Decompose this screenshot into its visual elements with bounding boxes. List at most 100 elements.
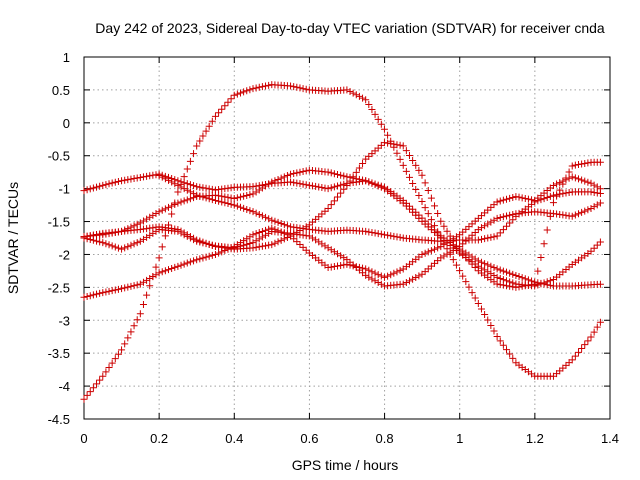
data-point	[471, 228, 479, 236]
data-point	[252, 209, 260, 217]
data-point	[515, 273, 523, 281]
data-point	[312, 182, 320, 190]
x-tick-label: 0	[80, 431, 87, 446]
data-point	[524, 195, 532, 203]
data-point	[186, 181, 194, 189]
data-point	[371, 180, 379, 188]
data-point	[518, 282, 526, 290]
data-point	[415, 272, 423, 280]
data-point	[186, 232, 194, 240]
data-point	[233, 202, 241, 210]
data-point	[177, 261, 185, 269]
data-point	[121, 284, 129, 292]
data-point	[99, 289, 107, 297]
data-point	[211, 250, 219, 258]
data-point	[559, 180, 567, 188]
data-point	[177, 183, 185, 191]
data-point	[390, 232, 398, 240]
data-point	[287, 178, 295, 186]
data-point	[374, 271, 382, 279]
data-point	[130, 240, 138, 248]
data-point	[190, 257, 198, 265]
data-point	[440, 222, 448, 230]
data-point	[349, 89, 357, 97]
data-point	[252, 182, 260, 190]
data-point	[399, 142, 407, 150]
data-point	[168, 265, 176, 273]
data-point	[302, 246, 310, 254]
data-point	[399, 196, 407, 204]
data-point	[427, 247, 435, 255]
data-point	[359, 264, 367, 272]
data-point	[130, 175, 138, 183]
data-point	[271, 217, 279, 225]
data-point	[86, 388, 94, 396]
data-point	[240, 204, 248, 212]
data-point	[506, 194, 514, 202]
data-point	[290, 83, 298, 91]
data-point	[443, 227, 451, 235]
data-point	[503, 212, 511, 220]
data-point	[581, 159, 589, 167]
data-point	[415, 192, 423, 200]
data-point	[265, 225, 273, 233]
data-point	[155, 171, 163, 179]
data-point	[139, 300, 147, 308]
data-point	[496, 197, 504, 205]
data-point	[196, 237, 204, 245]
data-point	[459, 272, 467, 280]
data-point	[421, 217, 429, 225]
data-point	[136, 310, 144, 318]
data-point	[474, 257, 482, 265]
data-point	[352, 91, 360, 99]
data-point	[208, 185, 216, 193]
data-point	[258, 227, 266, 235]
data-point	[211, 196, 219, 204]
data-point	[149, 171, 157, 179]
data-point	[412, 161, 420, 169]
data-point	[249, 85, 257, 93]
data-point	[271, 225, 279, 233]
data-point	[493, 332, 501, 340]
data-point	[371, 229, 379, 237]
data-point	[474, 300, 482, 308]
data-point	[80, 233, 88, 241]
data-point	[543, 281, 551, 289]
data-point	[93, 230, 101, 238]
data-point	[568, 173, 576, 181]
data-point	[355, 164, 363, 172]
data-point	[365, 101, 373, 109]
data-point	[193, 191, 201, 199]
data-point	[118, 285, 126, 293]
data-point	[355, 92, 363, 100]
data-point	[233, 90, 241, 98]
data-point	[512, 271, 520, 279]
data-point	[296, 168, 304, 176]
data-point	[89, 291, 97, 299]
data-point	[299, 243, 307, 251]
data-point	[534, 267, 542, 275]
data-point	[165, 176, 173, 184]
data-point	[424, 186, 432, 194]
data-point	[521, 282, 529, 290]
data-point	[337, 171, 345, 179]
data-point	[199, 193, 207, 201]
data-point	[252, 230, 260, 238]
data-point	[459, 250, 467, 258]
data-point	[477, 258, 485, 266]
data-point	[481, 235, 489, 243]
data-point	[111, 286, 119, 294]
data-point	[365, 178, 373, 186]
data-point	[518, 274, 526, 282]
data-point	[121, 340, 129, 348]
data-point	[280, 235, 288, 243]
data-point	[183, 165, 191, 173]
data-point	[468, 260, 476, 268]
data-point	[509, 283, 517, 291]
data-point	[387, 271, 395, 279]
data-point	[371, 277, 379, 285]
data-point	[390, 269, 398, 277]
data-point	[374, 278, 382, 286]
data-point	[258, 242, 266, 250]
